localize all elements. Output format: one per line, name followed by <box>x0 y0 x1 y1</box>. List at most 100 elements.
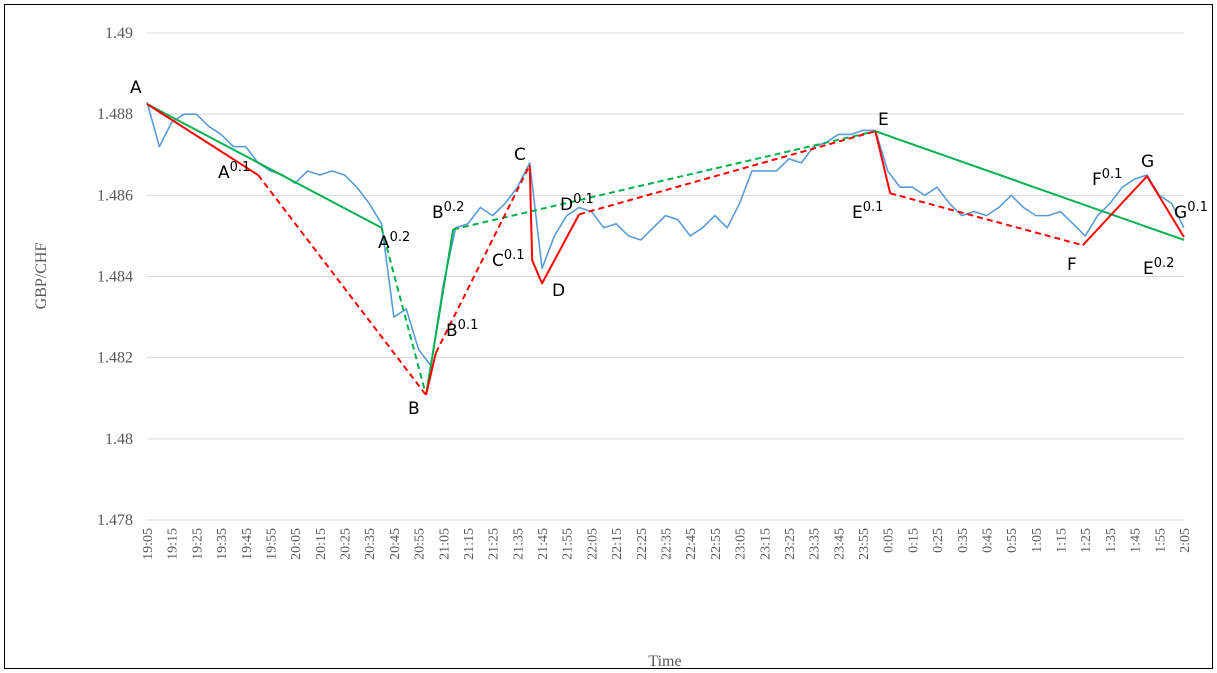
y-tick-label: 1.486 <box>97 187 133 204</box>
annotation-letter: A <box>378 233 390 253</box>
annotation-superscript: 0.1 <box>573 192 594 207</box>
x-tick-label: 0:45 <box>980 528 995 553</box>
x-axis-label: Time <box>648 653 681 670</box>
x-tick-label: 1:45 <box>1129 528 1144 553</box>
x-tick-label: 22:55 <box>709 528 724 560</box>
annotation-letter: G <box>1174 203 1187 223</box>
annotation-letter: E <box>878 110 889 130</box>
series-line <box>146 103 259 176</box>
point-annotation: B0.2 <box>432 200 464 223</box>
x-tick-label: 23:25 <box>783 528 798 560</box>
x-tick-label: 22:25 <box>635 528 650 560</box>
series-line <box>874 130 892 194</box>
annotation-superscript: 0.1 <box>230 160 251 175</box>
x-tick-label: 21:25 <box>487 528 502 560</box>
annotation-superscript: 0.2 <box>444 200 465 215</box>
series-line <box>146 101 1185 367</box>
point-annotation: A0.1 <box>218 160 250 183</box>
x-tick-label: 21:45 <box>536 528 551 560</box>
x-tick-label: 19:15 <box>166 528 181 560</box>
series-line <box>380 227 427 396</box>
x-tick-label: 20:55 <box>413 528 428 560</box>
point-annotation: A <box>130 78 142 98</box>
series-line <box>452 130 876 231</box>
point-annotation: D0.1 <box>560 192 594 215</box>
annotation-superscript: 0.2 <box>390 230 411 245</box>
x-tick-label: 19:25 <box>190 528 205 560</box>
x-tick-label: 1:55 <box>1153 528 1168 553</box>
annotation-letter: D <box>560 195 573 215</box>
annotation-superscript: 0.1 <box>863 200 884 215</box>
series-line <box>1082 175 1185 246</box>
annotation-letter: E <box>1143 259 1154 279</box>
y-tick-label: 1.48 <box>105 431 133 448</box>
point-annotation: C0.1 <box>492 248 525 271</box>
series-line <box>875 130 1185 241</box>
x-tick-label: 0:05 <box>882 528 897 553</box>
point-annotation: G0.1 <box>1174 200 1208 223</box>
point-annotation: B0.1 <box>446 318 478 341</box>
series-line <box>146 103 383 229</box>
x-tick-label: 22:45 <box>684 528 699 560</box>
annotation-letter: B <box>432 203 444 223</box>
x-tick-label: 23:55 <box>857 528 872 560</box>
x-tick-label: 21:15 <box>462 528 477 560</box>
annotation-superscript: 0.1 <box>458 318 479 333</box>
point-annotation: F0.1 <box>1092 167 1122 190</box>
point-annotation: D <box>552 281 565 301</box>
annotation-letter: G <box>1141 152 1154 172</box>
x-tick-label: 22:35 <box>660 528 675 560</box>
annotation-superscript: 0.1 <box>1187 200 1208 215</box>
annotation-superscript: 0.2 <box>1154 256 1175 271</box>
annotation-letter: F <box>1092 170 1102 190</box>
y-tick-label: 1.484 <box>97 269 133 286</box>
x-tick-label: 1:25 <box>1079 528 1094 553</box>
chart-frame <box>4 4 1213 669</box>
point-annotation: G <box>1141 152 1154 172</box>
y-axis-label: GBP/CHF <box>33 243 50 310</box>
x-tick-label: 0:15 <box>906 528 921 553</box>
x-tick-label: 20:45 <box>388 528 403 560</box>
annotation-superscript: 0.1 <box>1102 167 1123 182</box>
x-tick-label: 20:35 <box>363 528 378 560</box>
series-line <box>528 165 580 285</box>
x-tick-label: 1:35 <box>1104 528 1119 553</box>
x-tick-label: 21:05 <box>437 528 452 560</box>
point-annotation: F <box>1067 255 1077 275</box>
series-line <box>578 130 876 216</box>
series-line <box>425 352 437 396</box>
x-tick-label: 19:45 <box>240 528 255 560</box>
series-line <box>889 192 1084 247</box>
x-tick-label: 19:55 <box>264 528 279 560</box>
series-line <box>434 164 531 354</box>
x-tick-label: 20:05 <box>289 528 304 560</box>
x-tick-label: 2:05 <box>1178 528 1193 553</box>
x-tick-label: 23:35 <box>808 528 823 560</box>
annotation-letter: A <box>218 163 230 183</box>
point-annotation: B <box>408 399 420 419</box>
x-tick-label: 21:55 <box>561 528 576 560</box>
point-annotation: C <box>514 145 526 165</box>
x-tick-label: 1:15 <box>1055 528 1070 553</box>
series-line <box>257 174 427 396</box>
annotation-letter: C <box>492 251 504 271</box>
x-tick-label: 0:35 <box>956 528 971 553</box>
annotation-letter: B <box>408 399 420 419</box>
x-tick-label: 1:05 <box>1030 528 1045 553</box>
annotation-letter: E <box>852 203 863 223</box>
annotation-letter: C <box>514 145 526 165</box>
series-line <box>425 229 455 396</box>
x-tick-label: 0:25 <box>931 528 946 553</box>
annotation-letter: F <box>1067 255 1077 275</box>
x-tick-label: 19:35 <box>215 528 230 560</box>
x-tick-label: 22:15 <box>610 528 625 560</box>
y-tick-label: 1.49 <box>105 25 133 42</box>
annotation-letter: B <box>446 321 458 341</box>
annotation-letter: D <box>552 281 565 301</box>
x-tick-label: 23:05 <box>734 528 749 560</box>
x-tick-label: 22:05 <box>585 528 600 560</box>
x-tick-label: 19:05 <box>141 528 156 560</box>
point-annotation: E0.2 <box>1143 256 1174 279</box>
point-annotation: E <box>878 110 889 130</box>
